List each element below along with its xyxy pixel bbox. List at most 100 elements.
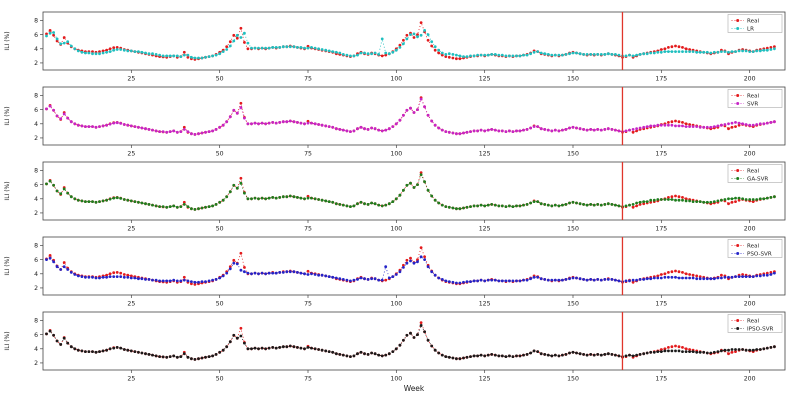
y-tick-label: 4	[34, 271, 38, 278]
y-tick-label: 6	[34, 32, 38, 39]
x-tick-label: 175	[655, 301, 667, 308]
x-tick-label: 150	[567, 376, 579, 383]
x-tick-label: 200	[744, 76, 756, 83]
x-tick-label: 100	[390, 76, 402, 83]
y-tick-label: 6	[34, 182, 38, 189]
legend-sample-marker	[736, 177, 740, 180]
x-tick-label: 50	[216, 151, 224, 158]
y-tick-label: 2	[34, 60, 38, 67]
subplot-svr: 2 4 6 8 25 50 75 100 125 150 175 200 ILI (%) Real SVR	[4, 86, 786, 158]
x-tick-label: 200	[744, 151, 756, 158]
x-tick-label: 25	[127, 151, 135, 158]
x-tick-label: 200	[744, 376, 756, 383]
x-tick-label: 25	[127, 226, 135, 233]
legend-sample-marker	[736, 244, 740, 247]
y-tick-label: 4	[34, 196, 38, 203]
x-tick-label: 25	[127, 301, 135, 308]
legend-sample-marker	[736, 252, 740, 255]
x-tick-label: 175	[655, 376, 667, 383]
series-ga-svr	[45, 173, 776, 211]
legend-label: Real	[747, 169, 760, 175]
legend-label: GA-SVR	[747, 177, 768, 183]
x-tick-label: 125	[479, 376, 491, 383]
y-tick-label: 6	[34, 107, 38, 114]
x-tick-label: 75	[304, 76, 312, 83]
y-tick-label: 8	[34, 18, 38, 25]
subplot-ga-svr: 2 4 6 8 25 50 75 100 125 150 175 200 ILI (%) Real GA-S…	[4, 161, 786, 233]
y-axis-title: ILI (%)	[4, 181, 11, 200]
x-tick-label: 75	[304, 151, 312, 158]
legend-label: IPSO-SVR	[747, 327, 774, 333]
series-real	[45, 21, 776, 61]
y-tick-label: 8	[34, 243, 38, 250]
y-axis-title: ILI (%)	[4, 331, 11, 350]
x-tick-label: 75	[304, 376, 312, 383]
legend-label: Real	[747, 244, 760, 250]
legend-box	[727, 164, 783, 183]
y-tick-label: 2	[34, 360, 38, 367]
series-real	[45, 246, 776, 286]
legend-sample-marker	[736, 102, 740, 105]
plot-box	[42, 311, 786, 371]
x-tick-label: 200	[744, 301, 756, 308]
x-tick-label: 75	[304, 226, 312, 233]
y-axis-title: ILI (%)	[4, 256, 11, 275]
legend-box	[727, 239, 783, 258]
x-tick-label: 50	[216, 76, 224, 83]
legend-label: SVR	[747, 102, 758, 108]
series-pso-svr	[45, 255, 776, 285]
subplot-pso-svr: 2 4 6 8 25 50 75 100 125 150 175 200 ILI (%) Real PSO-…	[4, 236, 786, 308]
x-tick-label: 50	[216, 376, 224, 383]
x-tick-label: 50	[216, 226, 224, 233]
legend-sample-marker	[736, 94, 740, 97]
legend-sample-marker	[736, 169, 740, 172]
x-tick-label: 125	[479, 301, 491, 308]
plot-box	[42, 236, 786, 296]
plot-box	[42, 161, 786, 221]
y-tick-label: 8	[34, 93, 38, 100]
x-tick-label: 125	[479, 226, 491, 233]
legend-label: Real	[747, 19, 760, 25]
legend: Real SVR	[727, 89, 783, 108]
y-tick-label: 2	[34, 285, 38, 292]
legend-sample-marker	[736, 319, 740, 322]
x-tick-label: 100	[390, 301, 402, 308]
x-tick-label: 150	[567, 301, 579, 308]
legend-label: PSO-SVR	[747, 252, 772, 258]
subplot-ipso-svr: 2 4 6 8 25 50 75 100 125 150 175 200 ILI (%) Real IPSO…	[4, 311, 786, 383]
y-tick-label: 6	[34, 257, 38, 264]
y-tick-label: 4	[34, 121, 38, 128]
series-svr	[45, 97, 776, 136]
x-tick-label: 150	[567, 226, 579, 233]
y-tick-label: 2	[34, 210, 38, 217]
y-tick-label: 8	[34, 168, 38, 175]
x-tick-label: 25	[127, 76, 135, 83]
x-tick-label: 25	[127, 376, 135, 383]
y-axis-title: ILI (%)	[4, 106, 11, 125]
series-real	[45, 171, 776, 211]
legend-box	[727, 89, 783, 108]
legend-sample-marker	[736, 27, 740, 30]
plot-box	[42, 11, 786, 71]
y-tick-label: 2	[34, 135, 38, 142]
legend-sample-marker	[736, 327, 740, 330]
legend: Real PSO-SVR	[727, 239, 783, 258]
series-lr	[45, 29, 776, 60]
subplot-lr: 2 4 6 8 25 50 75 100 125 150 175 200 ILI (%) Real LR	[4, 11, 786, 83]
legend-label: LR	[747, 27, 754, 33]
x-tick-label: 200	[744, 226, 756, 233]
legend-label: Real	[747, 94, 760, 100]
x-tick-label: 175	[655, 226, 667, 233]
x-tick-label: 150	[567, 76, 579, 83]
x-tick-label: 100	[390, 151, 402, 158]
legend: Real GA-SVR	[727, 164, 783, 183]
legend: Real IPSO-SVR	[727, 314, 783, 333]
series-real	[45, 96, 776, 136]
plot-box	[42, 86, 786, 146]
x-tick-label: 175	[655, 76, 667, 83]
legend-sample-marker	[736, 19, 740, 22]
x-tick-label: 150	[567, 151, 579, 158]
y-axis-title: ILI (%)	[4, 31, 11, 50]
y-tick-label: 4	[34, 46, 38, 53]
